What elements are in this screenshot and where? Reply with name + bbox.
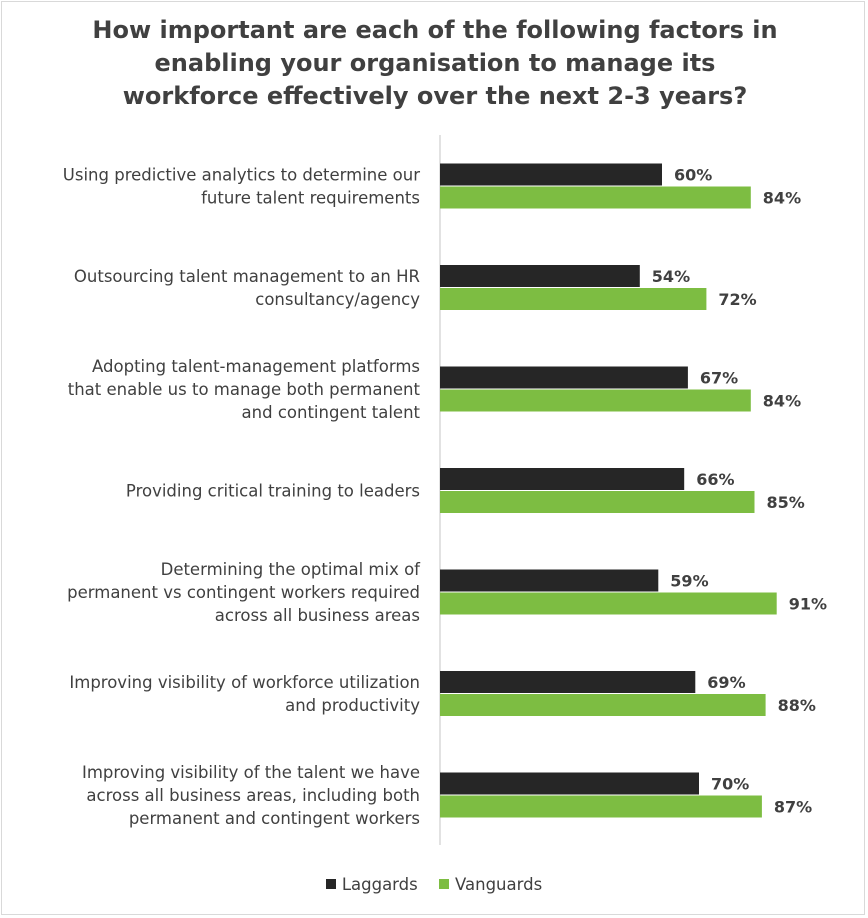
data-label-vanguards: 87% <box>774 798 812 817</box>
data-label-laggards: 60% <box>674 166 712 185</box>
bar-laggards <box>440 163 662 186</box>
bar-laggards <box>440 772 699 795</box>
bar-laggards <box>440 569 659 592</box>
bar-vanguards <box>440 389 751 412</box>
data-label-laggards: 69% <box>707 673 745 692</box>
legend-swatch-laggards <box>325 879 336 889</box>
data-label-vanguards: 85% <box>767 493 805 512</box>
chart-title-line-3: workforce effectively over the next 2-3 … <box>122 82 748 110</box>
bar-vanguards <box>440 592 777 615</box>
category-label: Outsourcing talent management to an HR <box>74 267 420 286</box>
category-label: Providing critical training to leaders <box>126 482 420 501</box>
category-label: Adopting talent-management platforms <box>92 357 420 376</box>
category-label: Improving visibility of the talent we ha… <box>82 763 420 782</box>
category-label: Determining the optimal mix of <box>161 560 422 579</box>
legend-item-laggards: Laggards <box>325 874 418 894</box>
bar-vanguards <box>440 491 755 513</box>
bar-vanguards <box>440 186 751 209</box>
bar-laggards <box>440 671 696 693</box>
category-label: consultancy/agency <box>255 290 420 309</box>
legend-label-vanguards: Vanguards <box>455 874 543 894</box>
data-label-vanguards: 91% <box>789 595 827 614</box>
bar-vanguards <box>440 795 762 818</box>
data-label-vanguards: 84% <box>763 189 801 208</box>
chart-legend: Laggards Vanguards <box>0 874 868 894</box>
category-label: Improving visibility of workforce utiliz… <box>69 673 420 692</box>
legend-swatch-vanguards <box>439 879 449 889</box>
legend-item-vanguards: Vanguards <box>439 875 542 894</box>
data-label-laggards: 59% <box>670 572 708 591</box>
category-label: Using predictive analytics to determine … <box>63 166 420 185</box>
chart-title: How important are each of the following … <box>60 14 810 113</box>
category-label: and productivity <box>285 696 420 715</box>
category-label: across all business areas, including bot… <box>86 786 420 805</box>
data-label-vanguards: 84% <box>763 392 801 411</box>
bar-vanguards <box>440 288 707 310</box>
chart-title-line-1: How important are each of the following … <box>92 16 778 44</box>
data-label-vanguards: 88% <box>778 696 816 715</box>
category-label: that enable us to manage both permanent <box>68 380 421 399</box>
category-label: future talent requirements <box>201 189 420 208</box>
data-label-laggards: 70% <box>711 775 749 794</box>
bar-laggards <box>440 366 688 389</box>
legend-label-laggards: Laggards <box>341 874 418 894</box>
category-label: permanent vs contingent workers required <box>67 583 420 602</box>
data-label-laggards: 54% <box>652 267 690 286</box>
chart-title-line-2: enabling your organisation to manage its <box>154 49 716 77</box>
category-label: and contingent talent <box>242 403 421 422</box>
bar-laggards <box>440 468 685 490</box>
bar-laggards <box>440 265 640 287</box>
data-label-vanguards: 72% <box>718 290 756 309</box>
data-label-laggards: 67% <box>700 369 738 388</box>
data-label-laggards: 66% <box>696 470 734 489</box>
category-label: permanent and contingent workers <box>129 809 420 828</box>
category-label: across all business areas <box>215 606 420 625</box>
bar-vanguards <box>440 694 766 716</box>
